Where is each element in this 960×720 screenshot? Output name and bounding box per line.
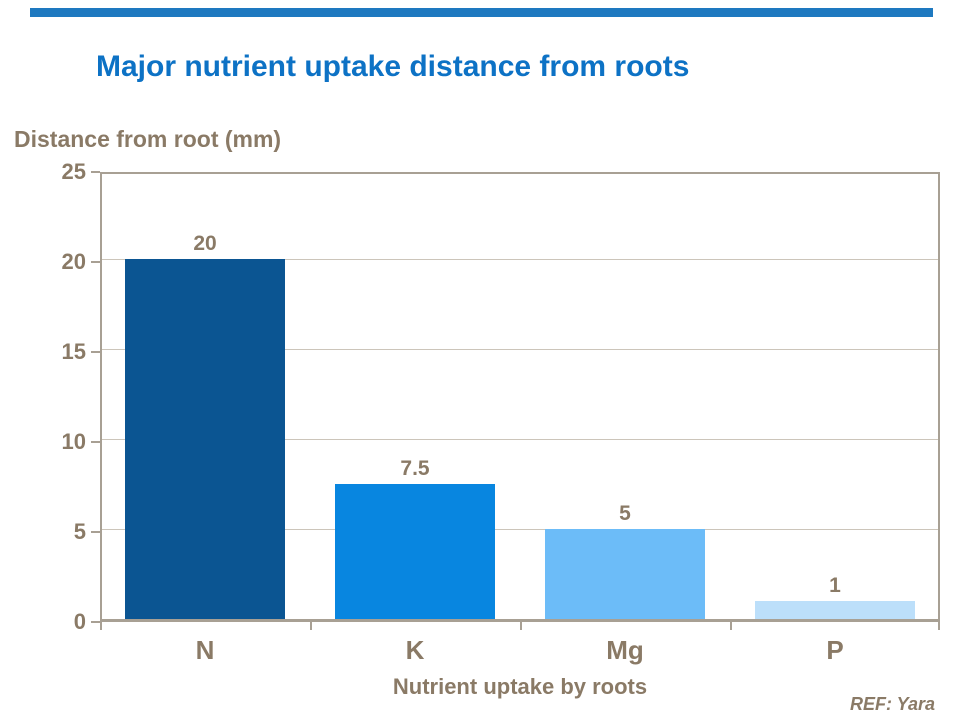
value-label-K: 7.5 (400, 457, 430, 480)
bar-N (125, 259, 285, 619)
x-axis-title: Nutrient uptake by roots (392, 674, 648, 699)
y-tick-label-15: 15 (61, 339, 86, 364)
top-accent-bar (30, 8, 933, 17)
x-tick-mark-4 (938, 622, 940, 630)
y-tick-label-10: 10 (61, 429, 86, 454)
value-label-Mg: 5 (619, 502, 631, 525)
x-tick-mark-2 (520, 622, 522, 630)
x-category-label-P: P (826, 635, 844, 665)
y-tick-mark-0 (91, 621, 100, 623)
x-category-label-K: K (405, 635, 425, 665)
y-axis-title: Distance from root (mm) (14, 126, 282, 152)
x-category-label-N: N (195, 635, 215, 665)
chart-title: Major nutrient uptake distance from root… (96, 50, 690, 83)
bar-P (755, 601, 915, 619)
reference-text: REF: Yara (849, 694, 935, 714)
y-tick-mark-20 (91, 261, 100, 263)
x-category-label-Mg: Mg (606, 635, 644, 665)
bar-K (335, 484, 495, 619)
gridline-5 (102, 529, 938, 530)
gridline-10 (102, 439, 938, 440)
value-label-N: 20 (193, 232, 217, 255)
y-tick-label-0: 0 (73, 609, 86, 634)
y-tick-label-25: 25 (61, 159, 86, 184)
y-tick-mark-5 (91, 531, 100, 533)
plot-area (100, 172, 940, 622)
x-tick-mark-3 (730, 622, 732, 630)
bar-Mg (545, 529, 705, 619)
y-tick-label-20: 20 (61, 249, 86, 274)
y-tick-mark-10 (91, 441, 100, 443)
gridline-15 (102, 349, 938, 350)
y-tick-mark-25 (91, 171, 100, 173)
gridline-20 (102, 259, 938, 260)
value-label-P: 1 (829, 574, 841, 597)
y-tick-label-5: 5 (73, 519, 86, 544)
y-tick-mark-15 (91, 351, 100, 353)
x-tick-mark-0 (100, 622, 102, 630)
x-tick-mark-1 (310, 622, 312, 630)
